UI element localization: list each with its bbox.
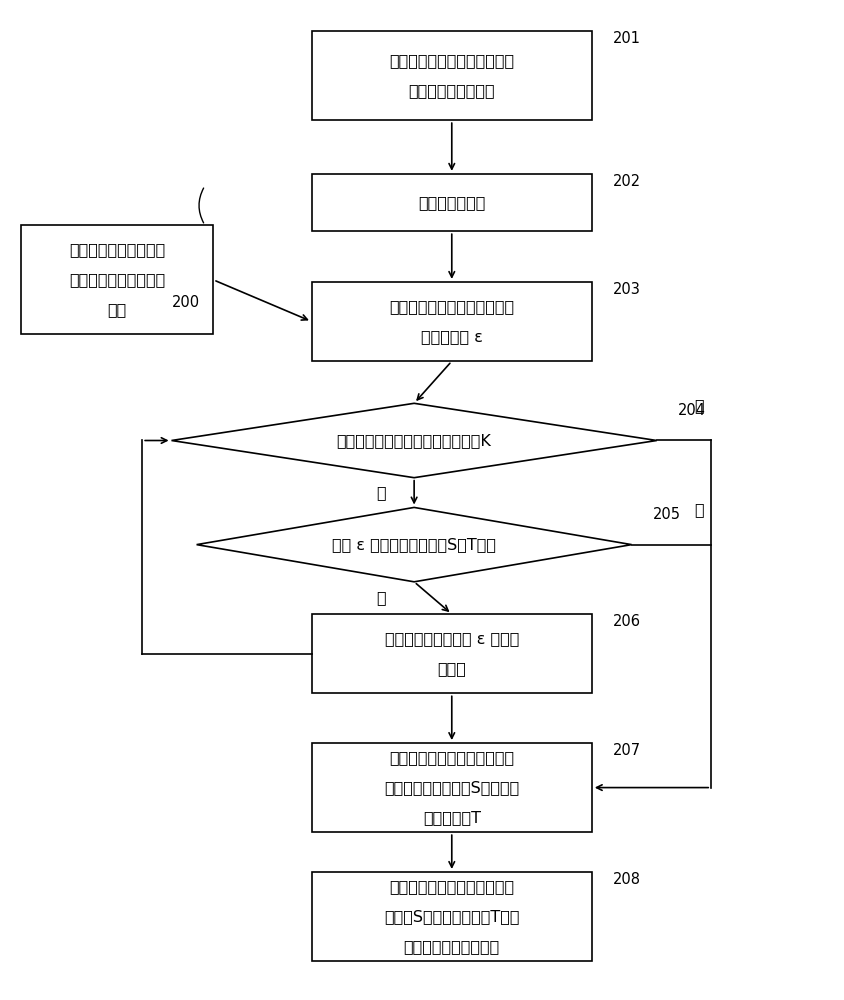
Text: 接收服务器发送的提取视频数: 接收服务器发送的提取视频数 [389,53,514,68]
Text: ，存至隐特征存储单元: ，存至隐特征存储单元 [403,939,500,954]
FancyBboxPatch shape [311,743,592,832]
Text: 否: 否 [376,485,385,500]
Text: 是: 是 [693,502,702,517]
Text: 据非负隐特征的指令: 据非负隐特征的指令 [408,83,495,98]
Text: 隐特征矩阵T: 隐特征矩阵T [422,810,480,825]
Text: 初始化相关参数: 初始化相关参数 [418,195,485,210]
Text: 征矩阵S和列隐特征矩阵T输出: 征矩阵S和列隐特征矩阵T输出 [383,909,519,924]
Text: 选取分解精度最高的的行隐特: 选取分解精度最高的的行隐特 [389,879,514,894]
Text: 208: 208 [612,872,640,887]
Text: 根据不同的目标损失函数，提: 根据不同的目标损失函数，提 [389,750,514,765]
Text: 判断 ε 在已知数据集上对S和T收敛: 判断 ε 在已知数据集上对S和T收敛 [332,537,495,552]
Text: 203: 203 [612,282,640,297]
Text: 结合不同的距离函数，构造目: 结合不同的距离函数，构造目 [389,299,514,314]
Text: 是: 是 [693,398,702,413]
Polygon shape [171,403,656,478]
FancyBboxPatch shape [311,872,592,961]
Text: 对视频数据的已知数据: 对视频数据的已知数据 [69,243,165,258]
Text: 取行多维隐特征矩阵S和多维列: 取行多维隐特征矩阵S和多维列 [384,780,519,795]
Text: 205: 205 [652,507,679,522]
Text: 代优化: 代优化 [437,661,466,676]
Text: 206: 206 [612,614,640,629]
FancyBboxPatch shape [311,174,592,231]
Text: 200: 200 [171,295,199,310]
FancyBboxPatch shape [311,31,592,120]
FancyBboxPatch shape [21,225,213,334]
Text: 201: 201 [612,31,640,46]
Polygon shape [197,507,631,582]
Text: 202: 202 [612,174,641,189]
Text: 函数: 函数 [107,302,127,317]
Text: 判断提取迭代控制变量已达到上限K: 判断提取迭代控制变量已达到上限K [336,433,491,448]
Text: 集合，计算不同的距离: 集合，计算不同的距离 [69,272,165,287]
Text: 否: 否 [376,590,385,605]
Text: 标损失函数 ε: 标损失函数 ε [420,329,482,344]
FancyBboxPatch shape [311,614,592,693]
FancyBboxPatch shape [311,282,592,361]
Text: 207: 207 [612,743,641,758]
Text: 204: 204 [677,403,705,418]
Text: 使用梯度下降法，对 ε 进行迭: 使用梯度下降法，对 ε 进行迭 [384,631,518,646]
